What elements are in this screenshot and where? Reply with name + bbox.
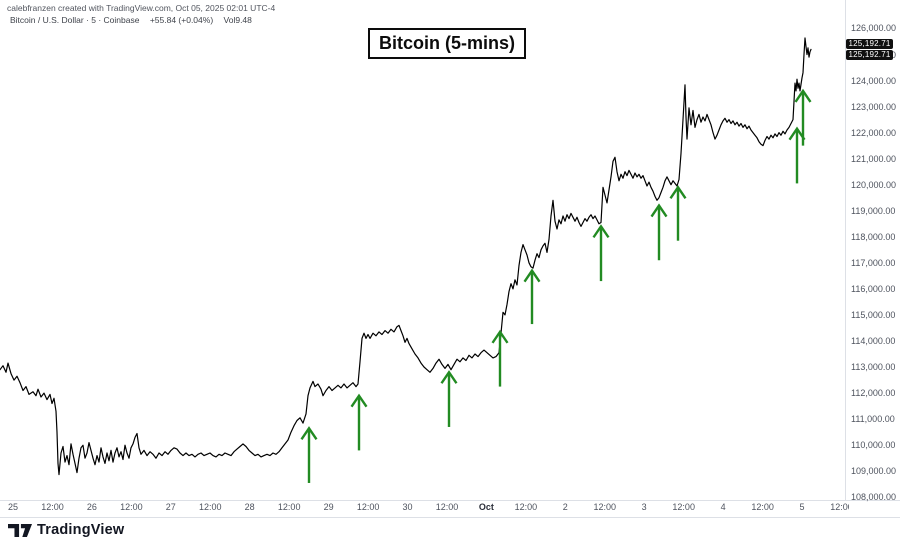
chart-title: Bitcoin (5-mins) (379, 33, 516, 53)
up-arrow-head[interactable] (300, 426, 318, 440)
symbol-info: Bitcoin / U.S. Dollar · 5 · Coinbase +55… (10, 15, 260, 25)
tradingview-logo-icon (8, 523, 32, 537)
price-change: +55.84 (+0.04%) (149, 15, 214, 25)
tradingview-logo[interactable]: TradingView (8, 522, 124, 538)
price-line (0, 37, 812, 476)
up-arrow-head[interactable] (440, 370, 458, 384)
volume-value: Vol9.48 (223, 15, 252, 25)
up-arrow-head[interactable] (491, 329, 509, 344)
symbol-description: Bitcoin / U.S. Dollar · 5 · Coinbase (10, 15, 140, 25)
up-arrow-head[interactable] (350, 393, 368, 408)
tradingview-logo-text: TradingView (37, 522, 125, 538)
up-arrow-head[interactable] (669, 185, 687, 199)
last-price-badge: 125,192.71 (846, 49, 893, 60)
up-arrow-head[interactable] (592, 224, 610, 239)
chart-title-box: Bitcoin (5-mins) (368, 28, 527, 59)
up-arrow-head[interactable] (523, 268, 541, 283)
attribution-text: calebfranzen created with TradingView.co… (7, 3, 276, 13)
up-arrow-head[interactable] (650, 203, 668, 218)
last-price-badge: 125,192.71 (846, 38, 893, 49)
up-arrow-head[interactable] (794, 88, 812, 103)
